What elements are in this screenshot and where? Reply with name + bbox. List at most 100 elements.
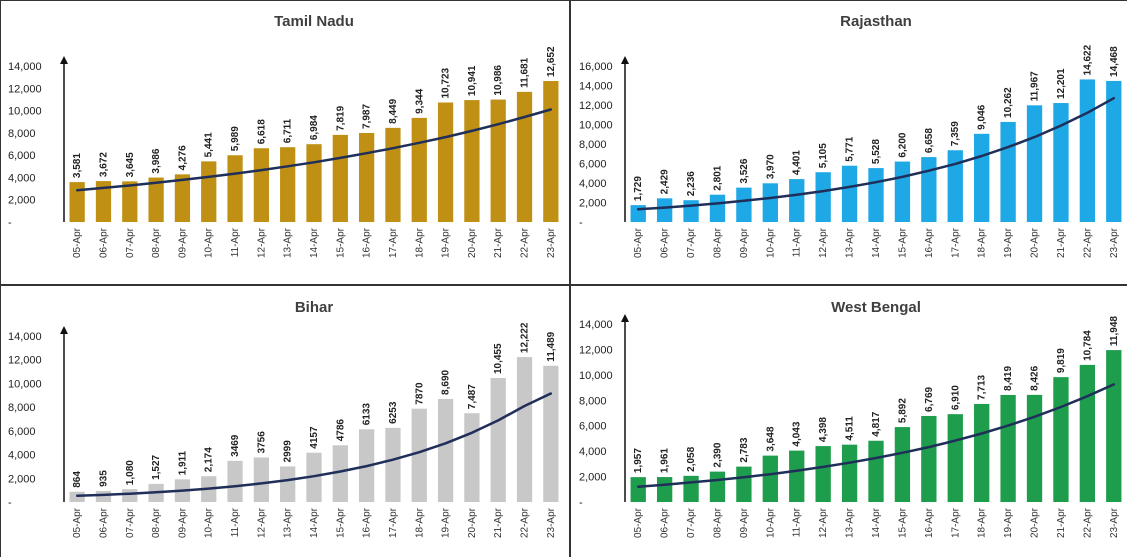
data-label: 9,344	[414, 88, 425, 113]
bar-20-apr	[464, 100, 480, 222]
bar-16-apr	[921, 415, 937, 502]
x-tick-label: 19-Apr	[1003, 507, 1014, 538]
bar-13-apr	[841, 444, 858, 502]
bar-12-apr	[253, 457, 269, 502]
trend-line	[636, 96, 1116, 211]
chart-svg: West Bengal - 2,000 4,000 6,000 8,000 10,000 12…	[579, 299, 1122, 538]
data-label: 6,910	[950, 385, 961, 410]
x-tick-label: 18-Apr	[977, 227, 988, 258]
bar-10-apr	[762, 455, 778, 502]
bar-12-apr	[815, 446, 831, 502]
x-tick-label: 17-Apr	[950, 507, 961, 538]
data-label: 3,970	[765, 154, 776, 179]
bar-19-apr	[1000, 394, 1016, 502]
x-tick-label: 18-Apr	[414, 227, 425, 258]
x-tick-label: 08-Apr	[712, 507, 723, 538]
data-label: 7,487	[467, 384, 478, 409]
x-tick-label: 08-Apr	[151, 227, 162, 258]
bar-15-apr	[332, 134, 348, 222]
chart-title-west-bengal: West Bengal	[831, 299, 921, 316]
x-tick-label: 21-Apr	[493, 507, 504, 538]
data-label: 3469	[230, 434, 241, 457]
bar-14-apr	[868, 440, 884, 502]
bar-08-apr	[709, 194, 726, 222]
data-label: 4,398	[818, 417, 829, 442]
x-tick-label: 13-Apr	[283, 507, 294, 538]
data-label: 11,967	[1030, 71, 1041, 101]
bar-15-apr	[894, 161, 911, 222]
data-label: 7,987	[362, 104, 373, 129]
data-label: 4,043	[792, 421, 803, 446]
x-tick-label: 20-Apr	[1030, 507, 1041, 538]
x-tick-label: 09-Apr	[739, 507, 750, 538]
y-tick-label: 12,000	[579, 100, 613, 112]
y-tick-label: -	[8, 217, 12, 229]
data-label: 6,200	[897, 132, 908, 157]
x-tick-label: 05-Apr	[633, 507, 644, 538]
x-tick-label: 12-Apr	[818, 507, 829, 538]
bar-18-apr	[974, 133, 990, 222]
y-tick-label: 2,000	[579, 198, 607, 210]
bar-10-apr	[201, 161, 217, 222]
x-tick-label: 09-Apr	[739, 227, 750, 258]
x-tick-label: 10-Apr	[765, 507, 776, 538]
bar-05-apr	[630, 205, 646, 222]
data-label: 1,080	[125, 460, 136, 485]
chart-title-rajasthan: Rajasthan	[840, 13, 912, 30]
y-tick-label: 4,000	[8, 450, 36, 462]
y-tick-label: 8,000	[579, 395, 607, 407]
x-tick-label: 16-Apr	[362, 507, 373, 538]
bar-07-apr	[122, 181, 138, 222]
y-tick-label: 8,000	[8, 402, 36, 414]
bar-21-apr	[1053, 377, 1069, 502]
data-label: 1,527	[151, 454, 162, 479]
bar-10-apr	[762, 183, 778, 222]
data-label: 2,174	[204, 447, 215, 472]
x-tick-label: 09-Apr	[177, 507, 188, 538]
x-tick-label: 23-Apr	[546, 227, 557, 258]
data-label: 4,511	[845, 416, 856, 441]
x-tick-label: 09-Apr	[177, 227, 188, 258]
trend-line	[75, 392, 553, 498]
data-label: 5,528	[871, 139, 882, 164]
y-tick-label: 2,000	[8, 195, 36, 207]
bar-15-apr	[332, 445, 348, 502]
x-tick-label: 17-Apr	[950, 227, 961, 258]
x-tick-label: 19-Apr	[1003, 227, 1014, 258]
data-label: 3,648	[765, 426, 776, 451]
y-axis-arrow-icon	[621, 314, 629, 322]
data-label: 4,817	[871, 411, 882, 436]
x-tick-label: 07-Apr	[686, 227, 697, 258]
x-tick-label: 21-Apr	[493, 227, 504, 258]
x-tick-label: 13-Apr	[845, 507, 856, 538]
x-tick-label: 11-Apr	[792, 227, 803, 257]
bar-11-apr	[227, 460, 243, 502]
data-label: 6,658	[924, 128, 935, 153]
bar-18-apr	[974, 403, 990, 502]
bar-16-apr	[921, 157, 937, 222]
y-tick-label: 6,000	[8, 426, 36, 438]
data-label: 8,690	[441, 369, 452, 394]
x-tick-label: 08-Apr	[151, 507, 162, 538]
data-label: 12,201	[1056, 68, 1067, 99]
bar-06-apr	[95, 490, 112, 502]
data-label: 6,769	[924, 386, 935, 411]
y-tick-label: 14,000	[8, 61, 42, 73]
bar-11-apr	[789, 450, 805, 502]
x-tick-label: 12-Apr	[818, 227, 829, 258]
data-label: 5,989	[230, 126, 241, 151]
data-label: 1,961	[660, 448, 671, 473]
x-tick-label: 19-Apr	[441, 227, 452, 258]
x-tick-label: 10-Apr	[765, 227, 776, 258]
bar-19-apr	[437, 398, 454, 502]
data-label: 7870	[414, 382, 425, 405]
data-label: 11,681	[520, 57, 531, 87]
bar-07-apr	[122, 489, 138, 502]
x-tick-label: 18-Apr	[977, 507, 988, 538]
y-tick-label: -	[8, 497, 12, 509]
x-tick-label: 07-Apr	[125, 507, 136, 538]
data-label: 3756	[256, 431, 267, 454]
data-label: 8,449	[388, 98, 399, 123]
x-tick-label: 07-Apr	[686, 507, 697, 538]
